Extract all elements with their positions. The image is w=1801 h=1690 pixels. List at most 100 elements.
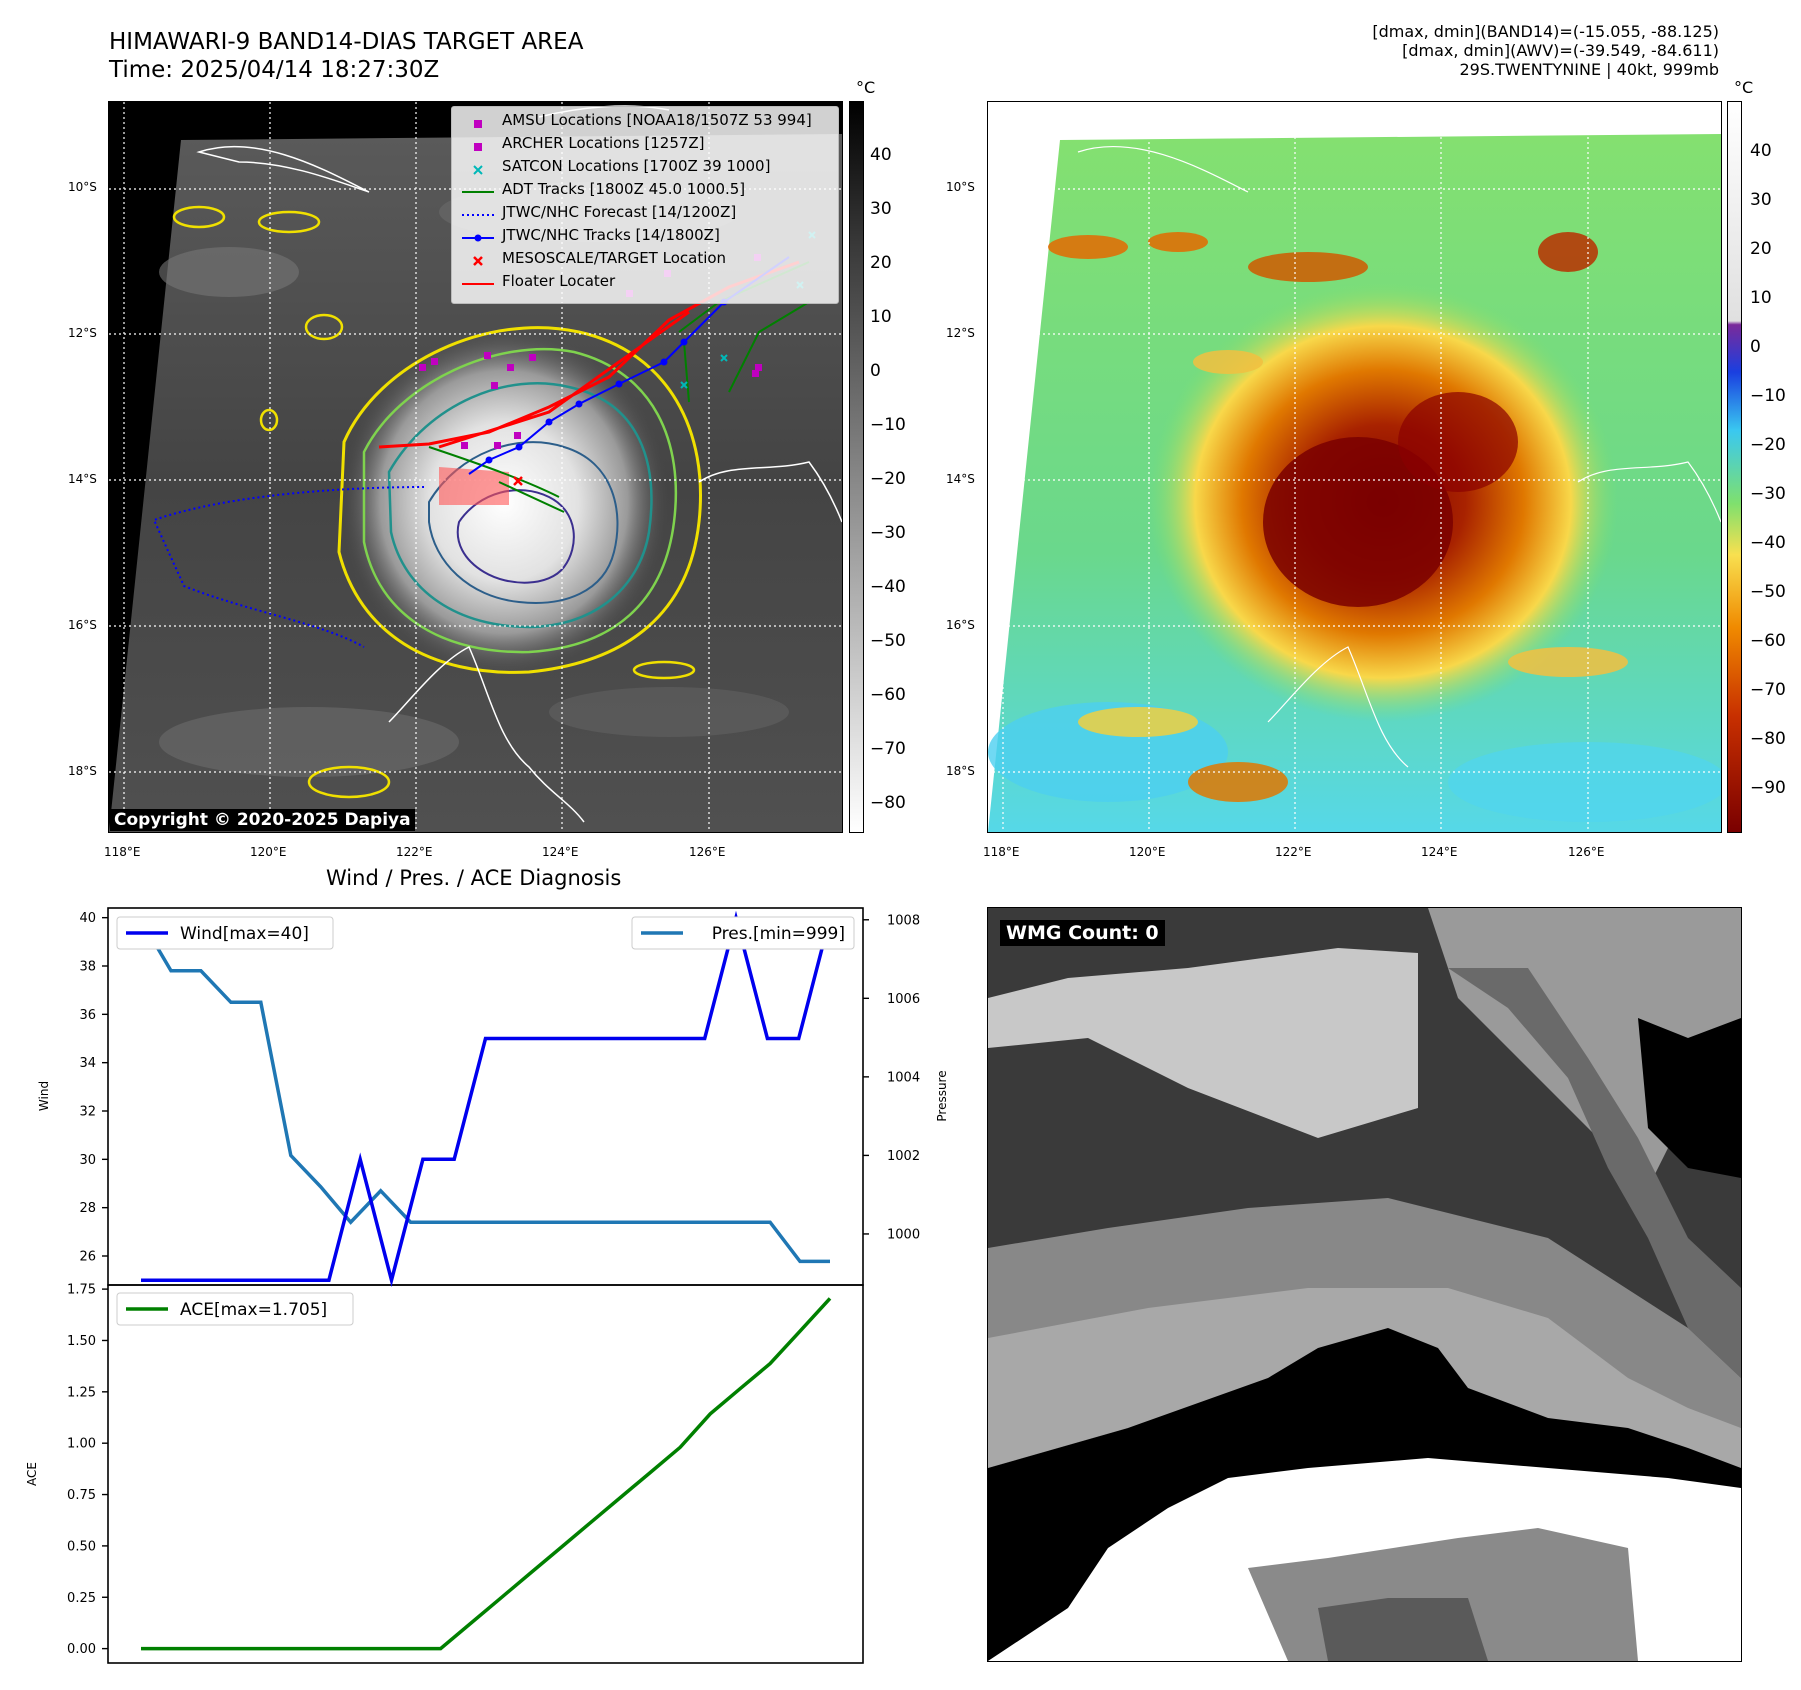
axis-tick-label: 1000 (887, 1227, 920, 1242)
cb-right-tick: −40 (1750, 533, 1786, 553)
axis-tick-label: 0.25 (67, 1591, 96, 1606)
pressure-axis-ticks: 1008 1006 1004 1002 1000 (863, 913, 920, 1242)
cb-right-tick: −80 (1750, 729, 1786, 749)
legend-archer: ARCHER Locations [1257Z] (502, 134, 705, 152)
lat-label-12s-right: 12°S (946, 326, 975, 340)
jtwc-track (468, 256, 790, 475)
legend-satcon: SATCON Locations [1700Z 39 1000] (502, 157, 771, 175)
lat-label-18s-right: 18°S (946, 764, 975, 778)
enhanced-map-svg (988, 102, 1721, 832)
contour-teal (387, 382, 653, 629)
diagnosis-chart: 40 38 36 34 32 30 28 26 1008 1006 1004 1002 1000 1.… (25, 907, 949, 1664)
axis-tick-label: 0.00 (67, 1642, 96, 1657)
wind-legend-label: Wind[max=40] (180, 924, 309, 944)
wind-axis-label: Wind (37, 1081, 51, 1111)
cb-right-tick: −70 (1750, 680, 1786, 700)
figure-title: HIMAWARI-9 BAND14-DIAS TARGET AREA Time:… (109, 28, 583, 84)
ace-series-line (141, 1297, 832, 1651)
lat-label-16s-right: 16°S (946, 618, 975, 632)
axis-tick-label: 1006 (887, 992, 920, 1007)
pressure-series-line (139, 918, 830, 1264)
axis-tick-label: 1.75 (67, 1283, 96, 1298)
cb-left-tick: −10 (870, 415, 906, 435)
legend-floater: Floater Locater (502, 272, 616, 290)
band14-range: [dmax, dmin](BAND14)=(-15.055, -88.125) (1372, 22, 1719, 41)
enhanced-cloud-cells (1048, 232, 1628, 802)
title-text: HIMAWARI-9 BAND14-DIAS TARGET AREA (109, 29, 584, 55)
ace-axis-ticks: 1.75 1.50 1.25 1.00 0.75 0.50 0.25 0.00 (67, 1283, 108, 1657)
lat-label-18s: 18°S (68, 764, 97, 778)
contour-purple (456, 489, 575, 584)
cb-left-tick: 30 (870, 199, 892, 219)
axis-tick-label: 26 (79, 1250, 96, 1265)
lat-label-14s: 14°S (68, 472, 97, 486)
ace-axis-label: ACE (25, 1462, 39, 1486)
cb-right-tick: 30 (1750, 190, 1772, 210)
contour-green (362, 347, 678, 654)
cb-right-tick: 20 (1750, 239, 1772, 259)
colorbar-right-unit: °C (1734, 78, 1754, 97)
map-legend: AMSU Locations [NOAA18/1507Z 53 994] ARC… (451, 106, 839, 304)
ace-legend-label: ACE[max=1.705] (180, 1300, 327, 1320)
enhanced-map-gridlines (988, 102, 1721, 832)
cb-left-tick: −30 (870, 523, 906, 543)
lon-label-120e-right: 120°E (1129, 845, 1166, 859)
axis-tick-label: 28 (79, 1201, 96, 1216)
cb-right-tick: 0 (1750, 337, 1761, 357)
lat-label-16s: 16°S (68, 618, 97, 632)
axis-tick-label: 1.00 (67, 1437, 96, 1452)
cb-right-tick: −20 (1750, 435, 1786, 455)
axis-tick-label: 34 (79, 1056, 96, 1071)
intensity-info: [dmax, dmin](BAND14)=(-15.055, -88.125) … (1372, 22, 1719, 79)
cb-right-tick: −90 (1750, 778, 1786, 798)
lon-label-118e: 118°E (104, 845, 141, 859)
jtwc-forecast-track (152, 486, 425, 648)
wind-series-line (141, 910, 832, 1288)
pressure-axis-label: Pressure (935, 1070, 949, 1121)
axis-tick-label: 1008 (887, 913, 920, 928)
cb-left-tick: −20 (870, 469, 906, 489)
axis-tick-label: 1004 (887, 1070, 920, 1085)
cb-left-tick: 10 (870, 307, 892, 327)
awv-range: [dmax, dmin](AWV)=(-39.549, -84.611) (1402, 41, 1719, 60)
axis-tick-label: 0.50 (67, 1539, 96, 1554)
cb-left-tick: −50 (870, 631, 906, 651)
lon-label-120e: 120°E (250, 845, 287, 859)
axis-tick-label: 1002 (887, 1149, 920, 1164)
legend-jtwc-forecast: JTWC/NHC Forecast [14/1200Z] (502, 203, 737, 221)
cb-right-tick: 40 (1750, 141, 1772, 161)
pressure-legend: Pres.[min=999] (631, 916, 855, 950)
storm-info: 29S.TWENTYNINE | 40kt, 999mb (1459, 60, 1720, 79)
cb-left-tick: 40 (870, 145, 892, 165)
wmg-panel: WMG Count: 0 (987, 907, 1742, 1662)
lat-label-12s: 12°S (68, 326, 97, 340)
lon-label-122e-right: 122°E (1275, 845, 1312, 859)
cb-right-tick: −60 (1750, 631, 1786, 651)
legend-jtwc-tracks: JTWC/NHC Tracks [14/1800Z] (502, 226, 720, 244)
copyright-label: Copyright © 2020-2025 Dapiya (110, 809, 415, 831)
axis-tick-label: 0.75 (67, 1488, 96, 1503)
cb-right-tick: −30 (1750, 484, 1786, 504)
diagnosis-title: Wind / Pres. / ACE Diagnosis (326, 866, 622, 890)
cb-left-tick: −60 (870, 685, 906, 705)
ir-enhanced-map (987, 101, 1722, 833)
lat-label-14s-right: 14°S (946, 472, 975, 486)
lon-label-124e-right: 124°E (1421, 845, 1458, 859)
axis-tick-label: 1.25 (67, 1385, 96, 1400)
legend-target: MESOSCALE/TARGET Location (502, 249, 727, 267)
wind-axis-ticks: 40 38 36 34 32 30 28 26 (79, 911, 108, 1265)
ace-axes (107, 1284, 864, 1664)
ir-grayscale-map: AMSU Locations [NOAA18/1507Z 53 994] ARC… (108, 101, 843, 833)
cb-left-tick: −80 (870, 793, 906, 813)
axis-tick-label: 36 (79, 1008, 96, 1023)
colorbar-left (849, 101, 864, 833)
ace-legend: ACE[max=1.705] (116, 1292, 354, 1326)
colorbar-right (1727, 101, 1742, 833)
contour-blue (428, 441, 619, 604)
cb-right-tick: −50 (1750, 582, 1786, 602)
wmg-count-label: WMG Count: 0 (1000, 920, 1165, 946)
cb-right-tick: 10 (1750, 288, 1772, 308)
lat-label-10s-right: 10°S (946, 180, 975, 194)
cb-left-tick: 20 (870, 253, 892, 273)
axis-tick-label: 32 (79, 1105, 96, 1120)
